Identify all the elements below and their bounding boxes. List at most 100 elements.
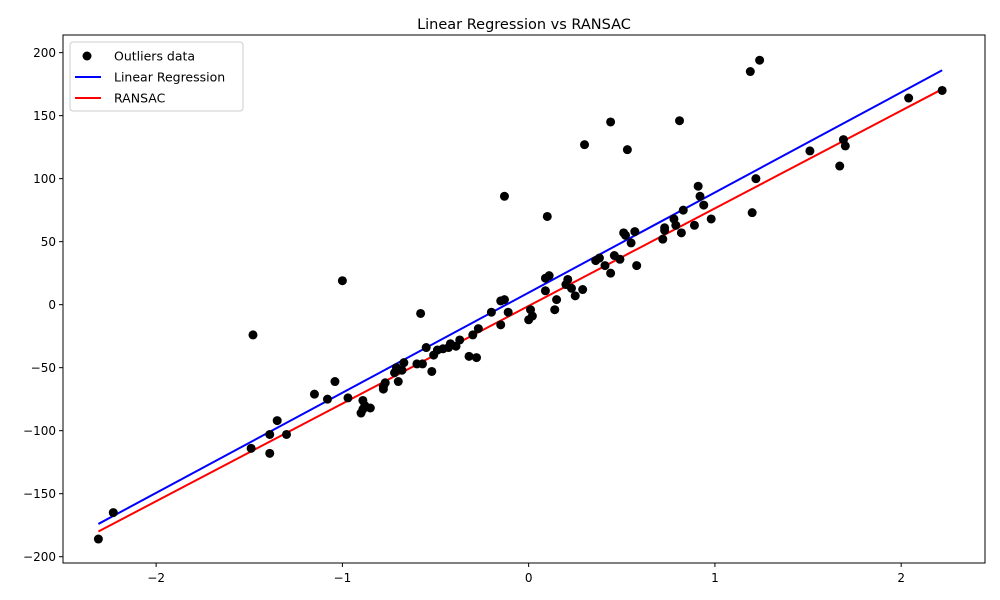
data-point	[660, 225, 670, 235]
lines-layer	[97, 69, 943, 533]
linear-regression-line	[97, 69, 943, 525]
data-point	[937, 85, 947, 95]
data-point	[499, 191, 509, 201]
data-point	[265, 448, 275, 458]
data-point	[566, 283, 576, 293]
data-point	[427, 366, 437, 376]
data-point	[455, 335, 465, 345]
data-point	[630, 227, 640, 237]
data-point	[689, 220, 699, 230]
data-point	[309, 389, 319, 399]
x-tick-label: 2	[897, 571, 905, 585]
legend-box	[69, 41, 244, 112]
data-point	[805, 146, 815, 156]
data-point	[248, 330, 258, 340]
data-point	[343, 393, 353, 403]
data-point	[397, 365, 407, 375]
data-point	[472, 353, 482, 363]
ticks-layer: −2 −1 0 1 2 −200 −150 −100 −50 0 50 100 150 200	[23, 46, 905, 585]
y-tick-label: 150	[33, 109, 56, 123]
y-tick-label: −200	[23, 550, 56, 564]
y-tick-label: −150	[23, 487, 56, 501]
data-point	[544, 271, 554, 281]
data-point	[93, 534, 103, 544]
y-tick-label: 0	[48, 298, 56, 312]
x-tick-label: −1	[334, 571, 352, 585]
data-point	[840, 141, 850, 151]
data-point	[365, 403, 375, 413]
y-tick-label: 100	[33, 172, 56, 186]
data-point	[486, 307, 496, 317]
data-point	[108, 508, 118, 518]
data-point	[632, 261, 642, 271]
data-point	[322, 394, 332, 404]
data-point	[693, 181, 703, 191]
ransac-line	[97, 88, 943, 533]
data-point	[473, 324, 483, 334]
data-point	[678, 205, 688, 215]
data-point	[393, 377, 403, 387]
data-point	[499, 295, 509, 305]
data-point	[380, 378, 390, 388]
data-point	[699, 200, 709, 210]
data-point	[337, 276, 347, 286]
data-point	[464, 351, 474, 361]
data-point	[330, 377, 340, 387]
y-tick-label: 200	[33, 46, 56, 60]
data-point	[695, 191, 705, 201]
data-point	[563, 274, 573, 284]
data-point	[272, 416, 282, 426]
data-point	[600, 261, 610, 271]
axes-background	[63, 35, 985, 563]
data-point	[399, 358, 409, 368]
data-point	[503, 307, 513, 317]
y-tick-label: −50	[31, 361, 56, 375]
data-point	[265, 429, 275, 439]
y-tick-label: 50	[41, 235, 56, 249]
data-point	[552, 295, 562, 305]
data-point	[606, 117, 616, 127]
legend-label-ransac: RANSAC	[114, 91, 166, 106]
data-point	[751, 174, 761, 184]
x-tick-label: 0	[525, 571, 533, 585]
data-point	[745, 67, 755, 77]
points-layer	[93, 55, 947, 544]
data-point	[676, 228, 686, 238]
data-point	[622, 145, 632, 155]
data-point	[606, 268, 616, 278]
data-point	[658, 234, 668, 244]
chart-title: Linear Regression vs RANSAC	[417, 17, 631, 33]
data-point	[540, 286, 550, 296]
data-point	[904, 93, 914, 103]
data-point	[621, 230, 631, 240]
data-point	[615, 254, 625, 264]
data-point	[580, 140, 590, 150]
data-point	[496, 320, 506, 330]
data-point	[835, 161, 845, 171]
data-point	[747, 208, 757, 218]
data-point	[578, 285, 588, 295]
data-point	[675, 116, 685, 126]
data-point	[246, 443, 256, 453]
data-point	[570, 291, 580, 301]
x-tick-label: −2	[147, 571, 165, 585]
data-point	[417, 359, 427, 369]
legend: Outliers data Linear Regression RANSAC	[69, 41, 244, 112]
data-point	[421, 343, 431, 353]
legend-marker-outliers	[82, 51, 92, 61]
data-point	[527, 311, 537, 321]
data-point	[550, 305, 560, 315]
data-point	[594, 253, 604, 263]
data-point	[755, 55, 765, 65]
legend-label-linear-regression: Linear Regression	[114, 70, 225, 85]
legend-label-outliers: Outliers data	[114, 49, 195, 64]
data-point	[282, 429, 292, 439]
data-point	[671, 220, 681, 230]
data-point	[416, 308, 426, 318]
data-point	[626, 238, 636, 248]
y-tick-label: −100	[23, 424, 56, 438]
x-tick-label: 1	[711, 571, 719, 585]
plot-area: −2 −1 0 1 2 −200 −150 −100 −50 0 50 100 150 200	[23, 34, 986, 585]
